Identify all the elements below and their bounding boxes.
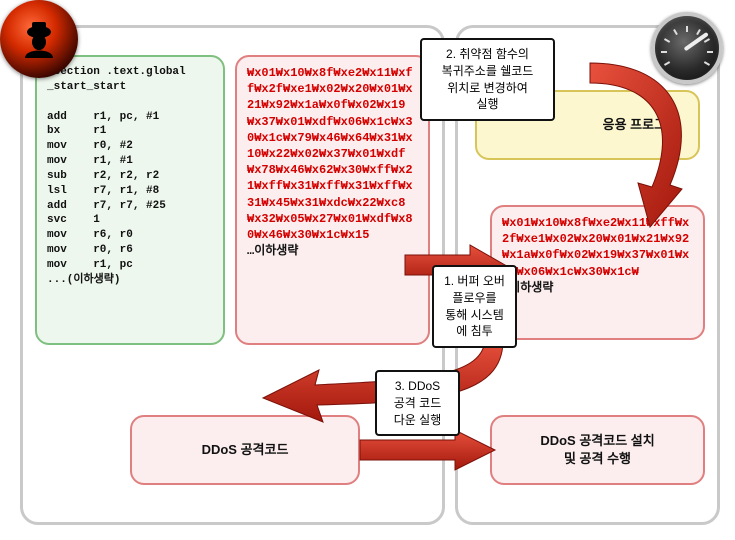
- step-2-label: 2. 취약점 함수의 복귀주소를 쉘코드 위치로 변경하여 실행: [420, 38, 555, 121]
- shellcode-text: ₩x01₩x10₩x8f₩xe2₩x11₩xff₩x2f₩xe1₩x02₩x20…: [247, 66, 413, 242]
- injected-shellcode-box: ₩x01₩x10₩x8f₩xe2₩x11₩xff₩x2f₩xe1₩x02₩x20…: [490, 205, 705, 340]
- ddos-code-box: DDoS 공격코드: [130, 415, 360, 485]
- assembly-box: .section .text.global _start_start add r…: [35, 55, 225, 345]
- step-1-label: 1. 버퍼 오버 플로우를 통해 시스템 에 침투: [432, 265, 517, 348]
- ddos-install-box: DDoS 공격코드 설치 및 공격 수행: [490, 415, 705, 485]
- injected-text: ₩x01₩x10₩x8f₩xe2₩x11₩xff₩x2f₩xe1₩x02₩x20…: [502, 216, 689, 279]
- hacker-icon: [0, 0, 78, 78]
- shellcode-box: ₩x01₩x10₩x8f₩xe2₩x11₩xff₩x2f₩xe1₩x02₩x20…: [235, 55, 430, 345]
- ddos-right-text: DDoS 공격코드 설치 및 공격 수행: [540, 432, 654, 467]
- shellcode-tail: …이하생략: [247, 244, 298, 258]
- step-3-label: 3. DDoS 공격 코드 다운 실행: [375, 370, 460, 436]
- gauge-icon: [651, 12, 723, 84]
